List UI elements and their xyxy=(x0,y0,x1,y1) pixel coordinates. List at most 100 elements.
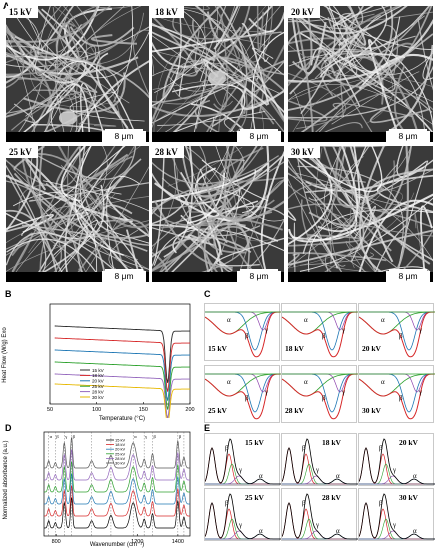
dsc-curve xyxy=(54,337,191,392)
sem-info-bar xyxy=(6,272,149,282)
deconv-plot: 18 kV α β γ xyxy=(281,303,358,361)
sem-info-bar xyxy=(288,132,433,142)
scale-bar-line xyxy=(389,269,427,271)
scale-bar-label: 8 μm xyxy=(102,271,146,282)
sem-info-bar xyxy=(152,132,284,142)
ftir-band-label: α xyxy=(134,434,137,439)
deconv-voltage-label: 20 kV xyxy=(362,344,381,353)
gamma-label: γ xyxy=(239,466,243,474)
voltage-label: 25 kV xyxy=(6,146,38,158)
scale-bar-line xyxy=(240,129,278,131)
sem-info-bar xyxy=(152,272,284,282)
deconv-voltage-label: 18 kV xyxy=(285,344,304,353)
ftir-spectrum xyxy=(44,437,190,469)
voltage-label: 20 kV xyxy=(288,6,320,18)
beta-label: β xyxy=(225,444,229,452)
ftir-legend-entry: 28 kV xyxy=(115,456,126,461)
ftir-band-label: β xyxy=(56,434,59,439)
panel-b-label: B xyxy=(5,289,12,299)
raman-voltage-label: 20 kV xyxy=(399,438,418,447)
scale-bar-label: 8 μm xyxy=(237,271,281,282)
gamma-label: γ xyxy=(239,521,243,529)
dsc-legend-entry: 30 kV xyxy=(92,395,105,400)
dsc-xtick: 200 xyxy=(185,407,194,413)
scale-bar-label: 8 μm xyxy=(386,271,430,282)
gamma-label: γ xyxy=(393,521,397,529)
alpha-label: α xyxy=(413,527,417,535)
alpha-label: α xyxy=(227,316,231,324)
ftir-band-label: α xyxy=(50,434,53,439)
gamma-label: γ xyxy=(393,466,397,474)
raman-curves xyxy=(358,493,435,540)
raman-plot: 28 kV β γ α xyxy=(281,488,358,541)
dsc-xtick: 150 xyxy=(139,407,148,413)
ftir-band-label: β xyxy=(73,434,76,439)
beta-label: β xyxy=(245,394,249,402)
scale-bar-label: 8 μm xyxy=(386,131,430,142)
dsc-legend-entry: 28 kV xyxy=(92,389,105,394)
dsc-curve xyxy=(54,325,191,383)
raman-curves xyxy=(281,438,358,485)
ftir-ylabel: Normalized absorbance (a.u.) xyxy=(3,440,9,520)
dsc-curve xyxy=(54,349,191,401)
raman-voltage-label: 30 kV xyxy=(399,493,418,502)
dsc-curve xyxy=(54,361,191,410)
ftir-legend-entry: 18 kV xyxy=(115,442,126,447)
dsc-legend-entry: 18 kV xyxy=(92,373,105,378)
gamma-label: γ xyxy=(265,326,269,334)
gamma-label: γ xyxy=(316,466,320,474)
sem-image: 20 kV 8 μm xyxy=(288,6,433,142)
raman-plot: 15 kV β γ α xyxy=(204,433,281,486)
deconv-curves xyxy=(281,373,358,420)
dsc-xtick: 100 xyxy=(92,407,101,413)
dsc-legend-entry: 25 kV xyxy=(92,384,105,389)
beta-label: β xyxy=(322,394,326,402)
scale-bar-line xyxy=(105,129,143,131)
ftir-xlabel: Wavenumber (cm⁻¹) xyxy=(89,542,145,548)
raman-voltage-label: 25 kV xyxy=(245,493,264,502)
ftir-xtick: 1400 xyxy=(172,539,184,545)
voltage-label: 28 kV xyxy=(152,146,184,158)
ftir-spectrum xyxy=(44,497,190,529)
raman-plot: 25 kV β γ α xyxy=(204,488,281,541)
nanofiber-texture xyxy=(288,146,433,282)
sem-image: 25 kV 8 μm xyxy=(6,146,149,282)
alpha-label: α xyxy=(413,472,417,480)
raman-curves xyxy=(358,438,435,485)
gamma-label: γ xyxy=(316,521,320,529)
alpha-label: α xyxy=(304,378,308,386)
gamma-label: γ xyxy=(419,326,423,334)
alpha-label: α xyxy=(259,527,263,535)
ftir-band-label: β xyxy=(179,434,182,439)
sem-image: 30 kV 8 μm xyxy=(288,146,433,282)
scale-bar-label: 8 μm xyxy=(237,131,281,142)
dsc-ylabel: Heat Flow (W/g) Exo xyxy=(2,327,8,383)
alpha-label: α xyxy=(227,378,231,386)
ftir-band-label: β xyxy=(153,434,156,439)
raman-voltage-label: 28 kV xyxy=(322,493,341,502)
raman-plot: 18 kV β γ α xyxy=(281,433,358,486)
deconv-voltage-label: 28 kV xyxy=(285,406,304,415)
deconv-curves xyxy=(358,311,435,358)
ftir-legend-entry: 15 kV xyxy=(115,438,126,443)
alpha-label: α xyxy=(259,472,263,480)
raman-plot: 30 kV β γ α xyxy=(358,488,435,541)
voltage-label: 15 kV xyxy=(6,6,38,18)
alpha-label: α xyxy=(381,378,385,386)
dsc-chart: 50 100 150 200 15 kV 18 kV 20 kV 25 kV 28 kV 30 k… xyxy=(14,298,196,426)
raman-voltage-label: 15 kV xyxy=(245,438,264,447)
alpha-label: α xyxy=(336,472,340,480)
gamma-label: γ xyxy=(342,388,346,396)
panel-c-label: C xyxy=(204,289,211,299)
scale-bar-line xyxy=(389,129,427,131)
raman-plot: 20 kV β γ α xyxy=(358,433,435,486)
ftir-band-label: γ xyxy=(145,434,147,439)
panel-d-label: D xyxy=(5,423,12,433)
nanofiber-texture xyxy=(6,6,149,142)
deconv-curves xyxy=(281,311,358,358)
beta-label: β xyxy=(225,499,229,507)
deconv-voltage-label: 15 kV xyxy=(208,344,227,353)
beta-label: β xyxy=(245,332,249,340)
